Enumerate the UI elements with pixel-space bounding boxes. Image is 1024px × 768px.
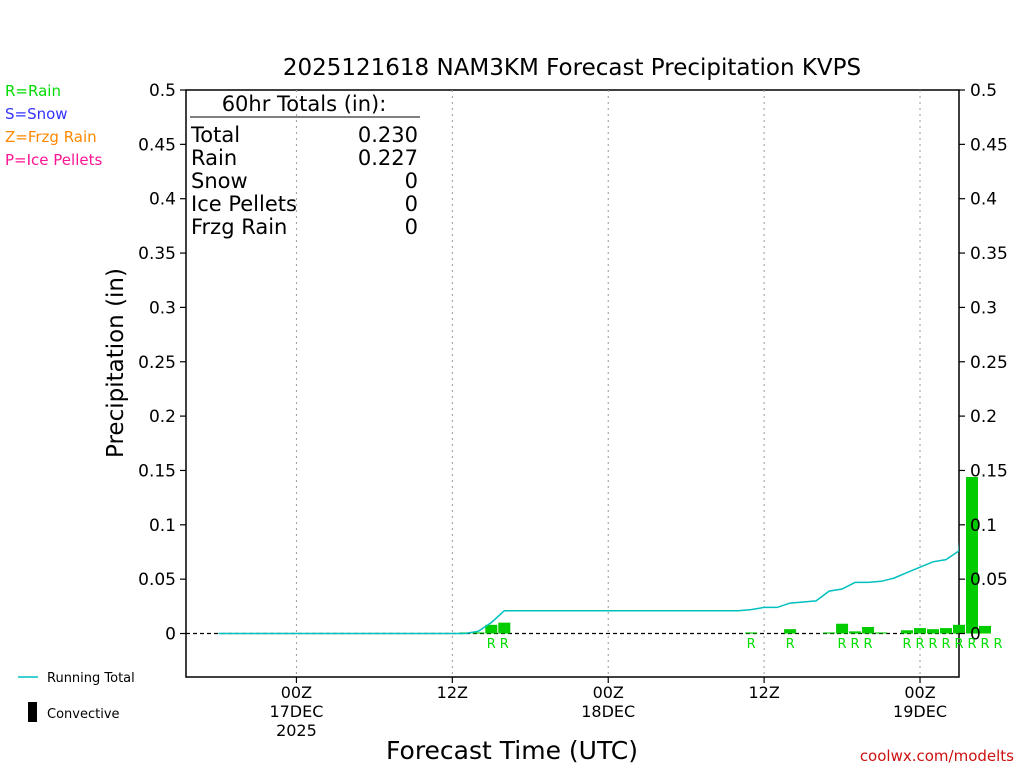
y-axis-label: Precipitation (in)	[103, 268, 129, 458]
totals-row-label: Ice Pellets	[191, 192, 297, 216]
precip-type-legend-item: Z=Frzg Rain	[5, 128, 97, 146]
precip-type-label: R	[967, 637, 976, 652]
convective-legend-label: Convective	[47, 707, 120, 722]
totals-header: 60hr Totals (in):	[222, 92, 387, 116]
x-tick-label: 17DEC	[269, 702, 323, 721]
precip-bar	[472, 632, 485, 634]
totals-row-label: Snow	[191, 169, 248, 193]
x-tick-label: 12Z	[748, 683, 779, 702]
x-tick-label: 00Z	[904, 683, 935, 702]
precip-bar	[485, 624, 498, 634]
totals-row-value: 0.227	[358, 146, 418, 170]
precip-bar	[849, 631, 862, 634]
precip-type-legend-item: P=Ice Pellets	[5, 151, 102, 169]
totals-box: 60hr Totals (in): Total 0.230 Rain 0.227 Sno…	[190, 92, 420, 239]
totals-row-label: Rain	[191, 146, 237, 170]
y-tick-label-right: 0	[970, 625, 981, 645]
precip-type-label: R	[916, 637, 925, 652]
x-tick-label: 18DEC	[581, 702, 635, 721]
precip-bar-peak	[965, 476, 978, 634]
x-tick-label: 19DEC	[893, 702, 947, 721]
y-tick-label-left: 0.1	[149, 516, 176, 536]
y-tick-label-left: 0.35	[138, 244, 176, 264]
totals-row-value: 0.230	[358, 123, 418, 147]
totals-row-label: Frzg Rain	[191, 215, 287, 239]
precip-bar	[901, 630, 914, 634]
precip-type-label: R	[851, 637, 860, 652]
totals-row-value: 0	[405, 215, 418, 239]
bottom-legend: Running Total Convective	[18, 671, 135, 722]
y-tick-label-left: 0.05	[138, 570, 176, 590]
running-total-legend-label: Running Total	[47, 671, 135, 686]
x-tick-label: 00Z	[593, 683, 624, 702]
precip-type-label: R	[487, 637, 496, 652]
y-tick-label-right: 0.25	[970, 353, 1008, 373]
y-tick-label-right: 0.3	[970, 298, 997, 318]
y-tick-label-left: 0.2	[149, 407, 176, 427]
y-tick-label-right: 0.35	[970, 244, 1008, 264]
precip-type-label: R	[786, 637, 795, 652]
totals-row-label: Total	[190, 123, 240, 147]
running-total-line	[218, 541, 959, 635]
totals-row-value: 0	[405, 169, 418, 193]
precip-type-legend-item: S=Snow	[5, 105, 68, 123]
y-tick-label-left: 0.3	[149, 298, 176, 318]
y-tick-label-left: 0.5	[149, 81, 176, 101]
y-tick-label-right: 0.45	[970, 135, 1008, 155]
precip-type-label: R	[941, 637, 950, 652]
precip-type-label: R	[747, 637, 756, 652]
y-tick-label-right: 0.15	[970, 461, 1008, 481]
y-tick-label-right: 0.5	[970, 81, 997, 101]
precip-type-label: R	[838, 637, 847, 652]
x-tick-label: 00Z	[281, 683, 312, 702]
plot-frame	[185, 89, 960, 678]
precip-type-label: R	[500, 637, 509, 652]
precip-bar	[940, 628, 953, 634]
precip-bar	[914, 628, 927, 634]
x-axis-label: Forecast Time (UTC)	[386, 736, 638, 765]
y-tick-label-right: 0.1	[970, 516, 997, 536]
precip-type-label: R	[954, 637, 963, 652]
precip-type-legend-item: R=Rain	[5, 82, 61, 100]
precip-bar	[745, 632, 758, 634]
y-tick-label-left: 0	[165, 625, 176, 645]
precip-type-label: R	[864, 637, 873, 652]
convective-legend-swatch	[28, 702, 37, 722]
y-tick-label-left: 0.15	[138, 461, 176, 481]
precip-type-legend: R=Rain S=Snow Z=Frzg Rain P=Ice Pellets	[5, 82, 102, 169]
precip-bar	[498, 622, 511, 634]
y-tick-label-left: 0.4	[149, 190, 176, 210]
y-tick-label-right: 0.2	[970, 407, 997, 427]
precip-bar	[862, 626, 875, 634]
x-tick-label: 2025	[276, 721, 317, 740]
credit-text: coolwx.com/modelts	[860, 747, 1014, 765]
chart-title: 2025121618 NAM3KM Forecast Precipitation…	[283, 55, 861, 81]
x-tick-label: 12Z	[437, 683, 468, 702]
precip-bar	[823, 632, 836, 634]
precip-bar	[953, 624, 965, 634]
y-tick-label-left: 0.25	[138, 353, 176, 373]
precip-type-label: R	[993, 637, 1002, 652]
precip-bar	[927, 629, 940, 634]
precip-bar	[978, 625, 991, 634]
precip-bar	[875, 632, 888, 634]
totals-row-value: 0	[405, 192, 418, 216]
y-tick-label-right: 0.4	[970, 190, 997, 210]
precip-bar	[836, 623, 849, 634]
y-tick-label-right: 0.05	[970, 570, 1008, 590]
precip-bar	[784, 629, 797, 634]
y-tick-label-left: 0.45	[138, 135, 176, 155]
precip-type-label: R	[903, 637, 912, 652]
precip-type-label: R	[928, 637, 937, 652]
precip-type-label: R	[980, 637, 989, 652]
